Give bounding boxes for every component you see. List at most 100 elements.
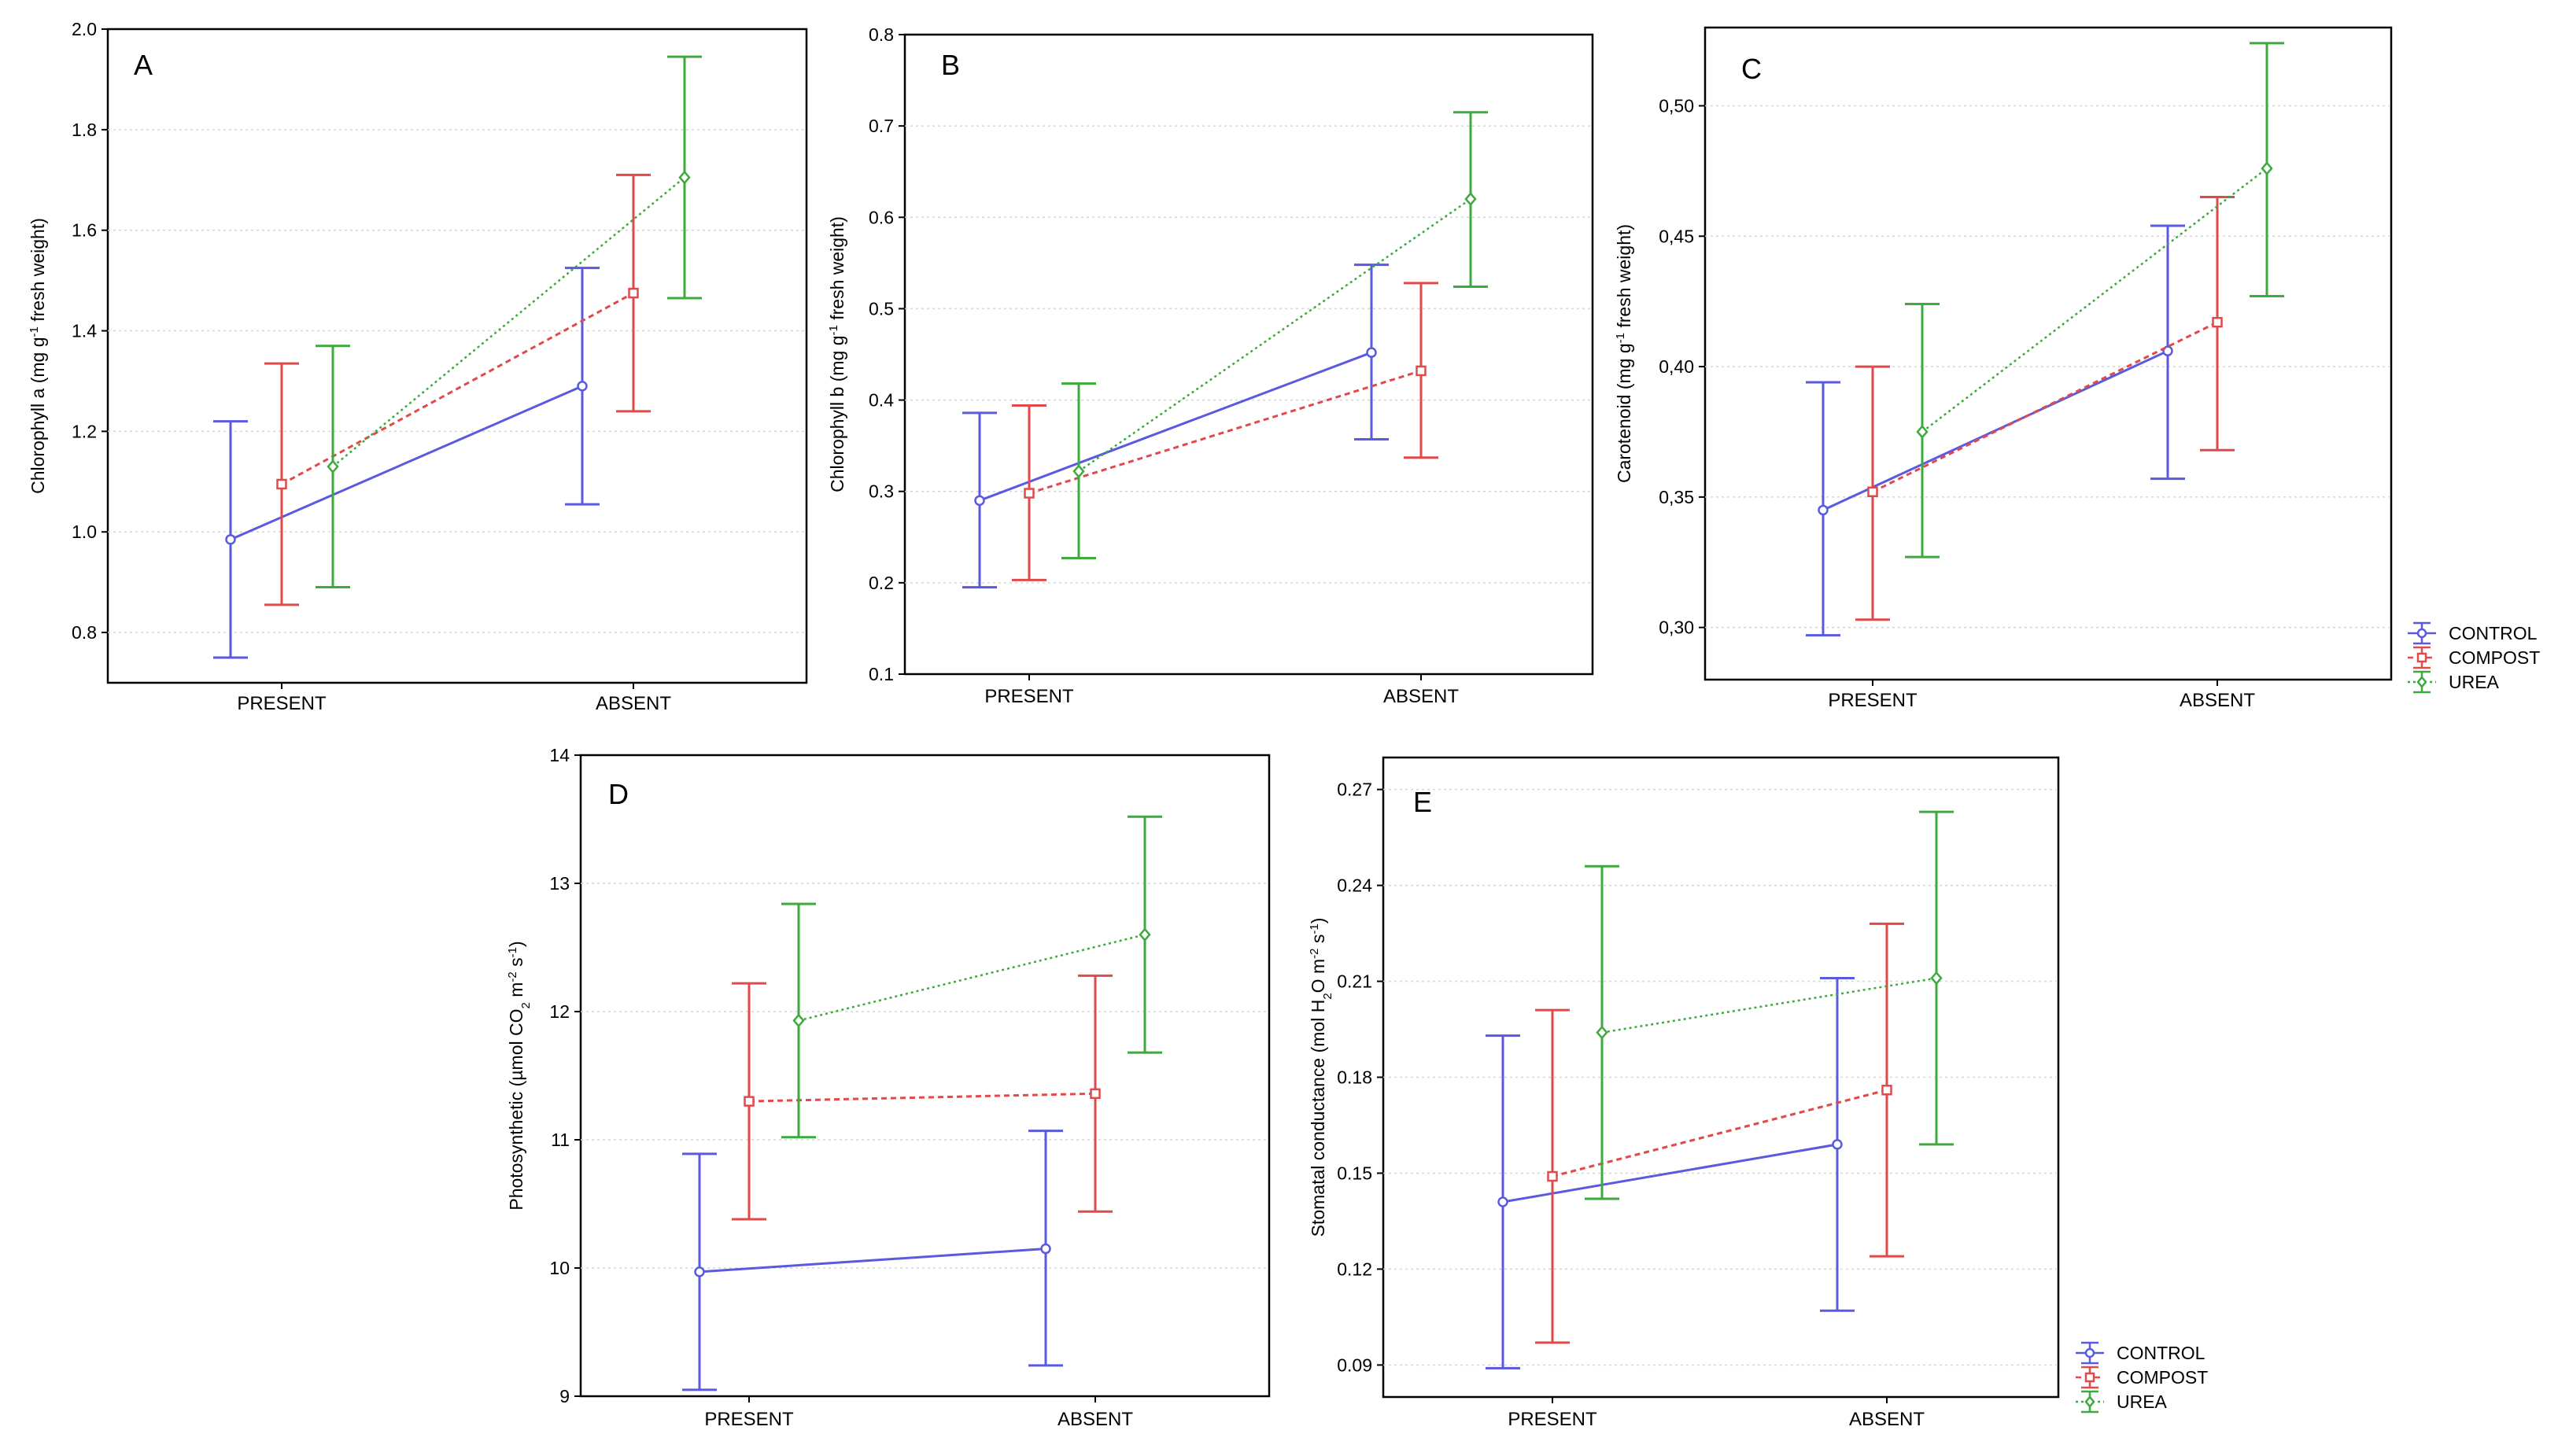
series-urea (1061, 111, 1488, 559)
series-line (281, 292, 634, 485)
chart-panel-a: 0.8 1.0 1.2 1.4 1.6 1.8 2.0 PRESENT ABSENT A Chlor… (28, 19, 808, 714)
y-tick-label: 13 (549, 873, 570, 894)
legend-marker (2416, 628, 2427, 639)
x-tick-label: ABSENT (1849, 1409, 1925, 1430)
x-tick-label: PRESENT (1508, 1409, 1597, 1430)
y-tick-label: 0.24 (1337, 875, 1372, 896)
y-tick-label: 14 (549, 745, 570, 765)
series-line (1921, 168, 2268, 433)
y-tick-label: 0.8 (869, 24, 894, 45)
y-axis-label-text: ) (1308, 918, 1328, 924)
y-axis-label: Stomatal conductance (mol H2O m-2 s-1) (1308, 918, 1334, 1237)
y-axis-label-text: s (506, 957, 526, 971)
y-tick-label: 0,50 (1659, 95, 1694, 116)
y-axis-label-sup: -2 (506, 971, 519, 982)
x-tick-label: PRESENT (984, 686, 1074, 707)
y-tick-label: 0.2 (869, 573, 894, 593)
series-line (230, 385, 583, 541)
y-tick-label: 1.4 (72, 321, 97, 341)
legend-entry-urea: UREA (2408, 670, 2500, 694)
y-axis-label-text: s (1308, 934, 1328, 949)
data-point (225, 534, 236, 545)
data-point (1881, 1085, 1892, 1096)
series-line (332, 176, 685, 468)
y-axis-label-text: m (506, 982, 526, 1003)
y-tick-label: 0.27 (1337, 780, 1372, 800)
series-line (1872, 321, 2218, 493)
y-tick-label: 0.09 (1337, 1355, 1372, 1375)
panel-label: D (608, 778, 629, 810)
y-tick-label: 0.3 (869, 481, 894, 502)
data-point (974, 495, 985, 507)
legend-marker (2084, 1372, 2095, 1383)
y-axis-label-text: Photosynthetic (µmol CO (506, 1009, 526, 1211)
data-point (1416, 365, 1427, 377)
y-tick-label: 0.1 (869, 664, 894, 684)
data-point (1366, 347, 1377, 358)
y-axis-label-sub: 2 (519, 1002, 533, 1008)
y-axis-label-sup: -1 (28, 326, 41, 337)
y-axis-label-sup: -1 (1614, 333, 1627, 343)
legend-bottom: CONTROL COMPOST UREA (2076, 1341, 2208, 1414)
series-urea (316, 55, 702, 589)
y-tick-label: 1.6 (72, 220, 97, 241)
y-tick-label: 0.4 (869, 390, 894, 411)
y-tick-label: 9 (559, 1386, 570, 1406)
x-tick-label: ABSENT (2180, 690, 2255, 711)
panel-label: A (134, 49, 153, 81)
legend-label: CONTROL (2117, 1343, 2205, 1363)
series-urea (1585, 810, 1954, 1200)
y-axis-label-sup: -2 (1308, 949, 1321, 959)
data-point (1818, 504, 1829, 516)
data-point (744, 1096, 755, 1107)
data-point (1497, 1196, 1508, 1207)
series-compost (1012, 282, 1438, 581)
y-tick-label: 2.0 (72, 19, 97, 39)
series-control (682, 1130, 1063, 1391)
series-urea (1905, 42, 2284, 558)
data-point (577, 381, 588, 392)
legend-entry-control: CONTROL (2076, 1341, 2205, 1365)
legend-entry-compost: COMPOST (2408, 646, 2540, 669)
legend-entry-compost: COMPOST (2076, 1366, 2208, 1389)
y-tick-label: 10 (549, 1258, 570, 1278)
data-point (1090, 1088, 1101, 1100)
y-tick-label: 1.8 (72, 120, 97, 140)
data-point (276, 478, 287, 490)
data-point (678, 170, 691, 185)
y-axis-label-sup: -1 (1308, 923, 1321, 934)
y-axis-label-text: O m (1308, 959, 1328, 993)
y-axis-label-text: fresh weight) (827, 216, 847, 325)
data-point (1867, 486, 1878, 497)
panel-label: C (1741, 53, 1762, 85)
plot-frame (1703, 26, 2393, 681)
y-axis-label-text: Stomatal conductance (mol H (1308, 1000, 1328, 1237)
series-line (1028, 369, 1422, 495)
series-compost (732, 974, 1113, 1221)
y-axis-label-sup: -1 (827, 325, 840, 335)
series-line (979, 351, 1372, 502)
legend-label: COMPOST (2449, 647, 2540, 668)
data-point (792, 1013, 805, 1028)
legend-label: UREA (2117, 1391, 2168, 1412)
y-tick-label: 0,45 (1659, 226, 1694, 246)
legend-top: CONTROL COMPOST UREA (2408, 621, 2540, 694)
series-line (1078, 198, 1471, 473)
plot-frame (106, 28, 808, 684)
y-tick-label: 0.18 (1337, 1067, 1372, 1088)
data-point (2212, 316, 2223, 328)
series-line (748, 1092, 1096, 1103)
legend-marker (2416, 652, 2427, 663)
y-tick-label: 0.15 (1337, 1163, 1372, 1183)
y-tick-label: 0.7 (869, 116, 894, 136)
data-point (327, 459, 339, 474)
series-line (1502, 1143, 1838, 1204)
data-point (1547, 1170, 1558, 1182)
chart-panel-d: 9 10 11 12 13 14 PRESENT ABSENT D Photosynthetic … (506, 745, 1271, 1430)
data-point (1464, 192, 1477, 206)
series-control (962, 264, 1389, 589)
x-tick-label: ABSENT (596, 693, 671, 714)
data-point (1596, 1025, 1608, 1040)
legend-label: CONTROL (2449, 623, 2538, 643)
x-tick-label: ABSENT (1383, 686, 1459, 707)
